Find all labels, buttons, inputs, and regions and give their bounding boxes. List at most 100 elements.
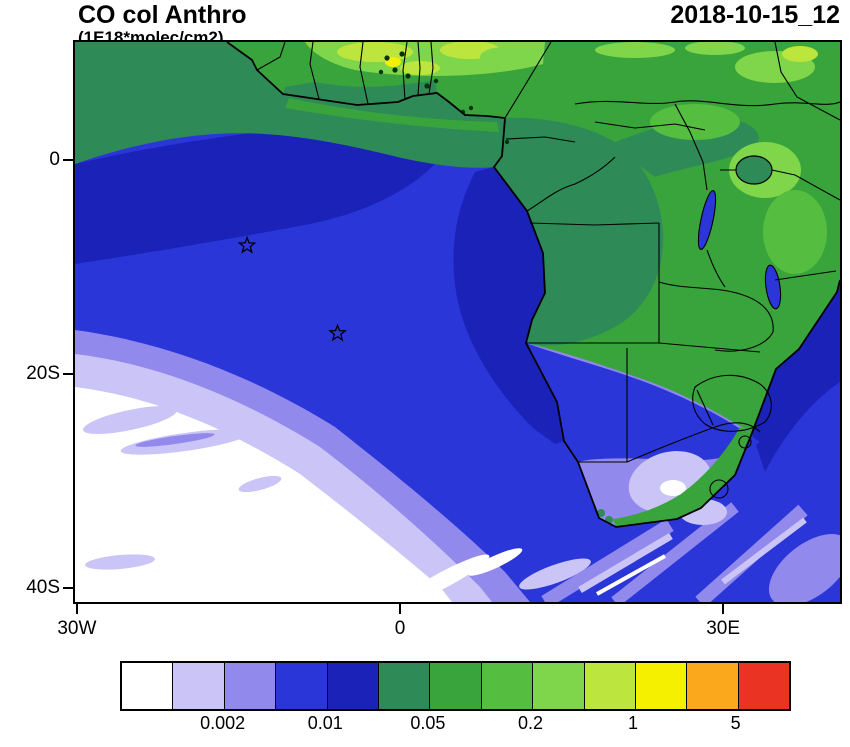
- colorbar-label: 0.2: [517, 713, 543, 733]
- colorbar-cell: [686, 663, 738, 709]
- co-region: [283, 80, 437, 105]
- star-marker: [237, 235, 257, 254]
- co-region: [597, 509, 605, 517]
- co-streak: [519, 558, 591, 590]
- colorbar-cell: [275, 663, 327, 709]
- hotspot-dot: [378, 69, 384, 75]
- co-region: [768, 534, 840, 602]
- co-streak: [578, 532, 673, 594]
- x-tick-mark: [722, 604, 725, 614]
- co-region: [595, 42, 675, 58]
- co-region: [337, 42, 413, 62]
- co-streak: [83, 406, 177, 434]
- colorbar-label: 0.002: [200, 713, 246, 733]
- border-line: [256, 42, 286, 71]
- colorbar: [120, 661, 791, 711]
- hotspot-dot: [424, 83, 430, 89]
- colorbar-labels: 0.002 0.01 0.05 0.2 1 5: [120, 713, 787, 737]
- border-line: [696, 389, 714, 426]
- station-markers: [237, 235, 347, 342]
- border-line: [594, 121, 706, 131]
- border-line: [674, 103, 708, 191]
- colorbar-cell: [122, 663, 173, 709]
- x-tick-label: 30E: [706, 618, 740, 639]
- y-tick-mark: [63, 159, 73, 161]
- co-region: [494, 117, 664, 346]
- border-line: [504, 42, 552, 119]
- border-line: [526, 342, 761, 353]
- hotspot-dot: [392, 67, 398, 73]
- lake-victoria: [735, 155, 773, 185]
- co-streak: [238, 475, 282, 493]
- border-line: [714, 422, 761, 433]
- colorbar-cell: [634, 663, 687, 709]
- co-streak: [85, 554, 155, 570]
- co-streak: [695, 504, 808, 602]
- emission-hotspots: [378, 51, 510, 145]
- border-line: [774, 270, 837, 281]
- co-region: [613, 427, 752, 527]
- lake-malawi: [764, 264, 782, 310]
- x-tick-label: 0: [394, 618, 406, 639]
- colorbar-cell: [377, 663, 430, 709]
- map-plot: [73, 40, 842, 604]
- border-line: [692, 374, 772, 432]
- border-line: [309, 42, 320, 100]
- hotspot-dot: [384, 55, 390, 61]
- border-lesotho: [709, 479, 729, 499]
- page-title: CO col Anthro: [78, 1, 247, 29]
- border-line: [526, 156, 616, 212]
- date-label: 2018-10-15_12: [670, 1, 840, 29]
- hotspot-dot: [405, 73, 411, 79]
- coastline: [226, 42, 840, 528]
- co-streak: [596, 554, 666, 596]
- co-region: [285, 98, 499, 132]
- lake-tanganyika: [697, 190, 717, 250]
- x-tick-mark: [75, 604, 78, 614]
- co-streak: [721, 517, 807, 585]
- border-line: [505, 136, 576, 143]
- colorbar-label: 5: [730, 713, 741, 733]
- y-tick-mark: [63, 587, 73, 589]
- co-region: [685, 42, 745, 55]
- star-marker: [328, 323, 347, 342]
- colorbar-cell: [583, 663, 635, 709]
- colorbar-cell: [429, 663, 481, 709]
- x-tick-label: 30W: [57, 618, 97, 639]
- map-canvas: [75, 42, 840, 602]
- border-line: [402, 42, 408, 101]
- co-region: [75, 130, 435, 264]
- co-streak: [400, 554, 490, 602]
- co-streak: [541, 519, 674, 602]
- co-region: [752, 280, 840, 472]
- colorbar-cell: [480, 663, 533, 709]
- colorbar-cell: [223, 663, 276, 709]
- hotspot-dot: [504, 139, 510, 145]
- border-line: [706, 249, 726, 288]
- y-tick-label: 40S: [26, 577, 60, 598]
- border-line: [359, 42, 369, 105]
- border-line: [720, 169, 840, 201]
- colorbar-cell: [737, 663, 790, 709]
- colorbar-cell: [326, 663, 378, 709]
- colorbar-label: 0.05: [410, 713, 446, 733]
- border-line: [658, 281, 774, 352]
- co-streak: [467, 548, 523, 576]
- co-region: [480, 47, 530, 67]
- co-region: [660, 480, 686, 496]
- y-tick-mark: [63, 373, 73, 375]
- hotspot-dot: [433, 78, 439, 84]
- colorbar-cell: [172, 663, 224, 709]
- colorbar-cell: [532, 663, 584, 709]
- co-region: [763, 190, 827, 274]
- co-region: [782, 46, 818, 62]
- border-line: [529, 222, 660, 226]
- x-tick-mark: [399, 604, 401, 614]
- y-tick-label: 0: [49, 149, 60, 170]
- colorbar-label: 0.01: [307, 713, 343, 733]
- border-line: [774, 42, 840, 121]
- border-line: [578, 426, 716, 463]
- border-line: [428, 42, 434, 95]
- co-region: [650, 104, 740, 140]
